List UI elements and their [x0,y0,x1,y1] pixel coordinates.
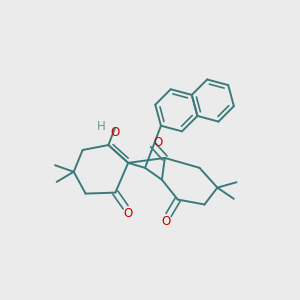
Text: O: O [161,215,170,228]
Text: H: H [97,120,105,133]
Text: O: O [110,126,119,139]
Text: O: O [153,136,162,149]
Text: O: O [123,207,132,220]
